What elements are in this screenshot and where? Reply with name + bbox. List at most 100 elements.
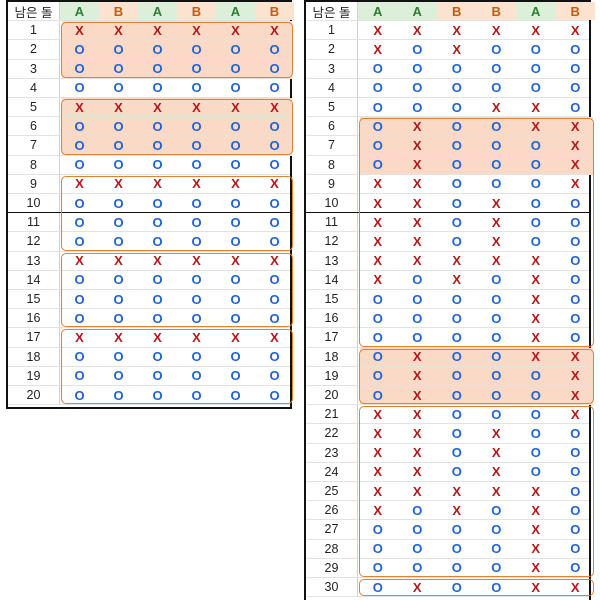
o-mark: O	[230, 80, 241, 96]
row-number: 6	[306, 117, 358, 136]
row-highlight	[62, 21, 292, 41]
x-mark: X	[373, 195, 383, 211]
x-mark: X	[412, 464, 422, 480]
o-mark: O	[74, 80, 85, 96]
row-number: 16	[306, 309, 358, 328]
x-mark: X	[373, 464, 383, 480]
row-number: 1	[8, 21, 60, 40]
o-mark: O	[113, 61, 124, 77]
o-mark: O	[269, 118, 280, 134]
row-number: 21	[306, 405, 358, 424]
table-row: 30 O X O O X X	[306, 578, 589, 598]
row-number: 14	[306, 270, 358, 289]
table-row: 21 X X O O O X	[306, 405, 589, 425]
x-mark: X	[412, 425, 422, 441]
o-mark: O	[191, 157, 202, 173]
o-mark: O	[451, 464, 462, 480]
o-mark: O	[191, 310, 202, 326]
o-mark: O	[269, 368, 280, 384]
o-mark: O	[451, 445, 462, 461]
table-row: 10 X X O X O O	[306, 194, 589, 214]
row-number: 5	[306, 98, 358, 117]
row-number: 19	[8, 366, 60, 385]
x-mark: X	[570, 368, 580, 384]
o-mark: O	[451, 541, 462, 557]
x-mark: X	[531, 349, 541, 365]
x-mark: X	[192, 22, 201, 38]
o-mark: O	[451, 61, 462, 77]
o-mark: O	[491, 291, 502, 307]
x-mark: X	[75, 22, 84, 38]
table-row: 17 X X X X X X	[8, 328, 290, 348]
o-mark: O	[530, 137, 541, 153]
x-mark: X	[412, 233, 422, 249]
o-mark: O	[491, 80, 502, 96]
row-number: 25	[306, 482, 358, 501]
o-mark: O	[372, 157, 383, 173]
o-mark: O	[412, 41, 423, 57]
o-mark: O	[191, 195, 202, 211]
row-number: 17	[306, 328, 358, 347]
o-mark: O	[451, 80, 462, 96]
o-mark: O	[113, 310, 124, 326]
row-number: 7	[8, 136, 60, 155]
table-row: 20 O X O O O X	[306, 386, 589, 406]
table-row: 16 O O O O X O	[306, 309, 589, 329]
x-mark: X	[231, 329, 240, 345]
o-mark: O	[570, 41, 581, 57]
o-mark: O	[412, 541, 423, 557]
row-number: 5	[8, 98, 60, 117]
x-mark: X	[373, 502, 383, 518]
x-mark: X	[373, 176, 383, 192]
o-mark: O	[230, 310, 241, 326]
x-mark: X	[412, 579, 422, 595]
table-row: 14 O O O O O O	[8, 270, 290, 290]
o-mark: O	[152, 233, 163, 249]
x-mark: X	[75, 176, 84, 192]
row-number: 2	[8, 40, 60, 59]
column-header-b: B	[177, 2, 216, 21]
x-mark: X	[531, 483, 541, 499]
o-mark: O	[74, 41, 85, 57]
o-mark: O	[570, 233, 581, 249]
o-mark: O	[191, 80, 202, 96]
table-row: 12 O O O O O O	[8, 232, 290, 252]
o-mark: O	[230, 61, 241, 77]
row-number: 14	[8, 270, 60, 289]
row-number: 20	[306, 386, 358, 405]
column-header-a: A	[138, 2, 177, 21]
o-mark: O	[491, 310, 502, 326]
o-mark: O	[491, 118, 502, 134]
x-mark: X	[491, 233, 501, 249]
table-row: 11 O O O O O O	[8, 213, 290, 233]
o-mark: O	[451, 195, 462, 211]
x-mark: X	[373, 253, 383, 269]
x-mark: X	[192, 329, 201, 345]
o-mark: O	[230, 195, 241, 211]
x-mark: X	[75, 99, 84, 115]
x-mark: X	[570, 176, 580, 192]
o-mark: O	[113, 137, 124, 153]
row-number: 13	[306, 251, 358, 270]
table-row: 15 O O O O X O	[306, 290, 589, 310]
o-mark: O	[113, 387, 124, 403]
remaining-stones-header: 남은 돌	[8, 2, 60, 21]
o-mark: O	[74, 310, 85, 326]
x-mark: X	[452, 41, 462, 57]
x-mark: X	[531, 579, 541, 595]
x-mark: X	[531, 22, 541, 38]
table-row: 15 O O O O O O	[8, 290, 290, 310]
o-mark: O	[230, 137, 241, 153]
o-mark: O	[451, 406, 462, 422]
o-mark: O	[152, 272, 163, 288]
o-mark: O	[74, 387, 85, 403]
o-mark: O	[491, 349, 502, 365]
o-mark: O	[152, 291, 163, 307]
